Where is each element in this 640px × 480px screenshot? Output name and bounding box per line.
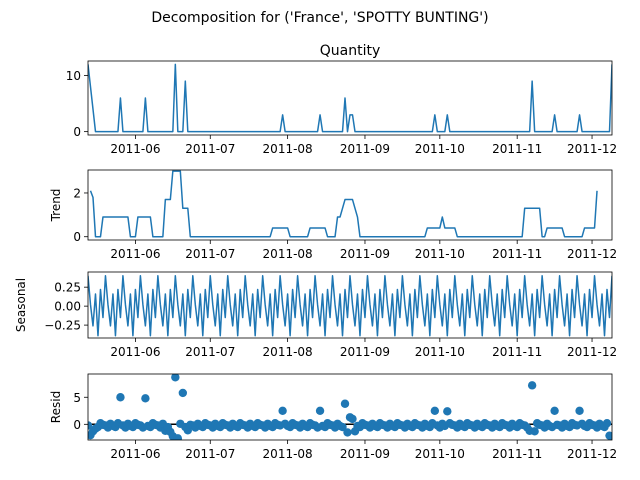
figure-title: Decomposition for ('France', 'SPOTTY BUN… bbox=[151, 10, 488, 26]
x-tick-label: 2011-09 bbox=[340, 247, 390, 261]
plot-area bbox=[89, 170, 598, 238]
resid-point bbox=[88, 421, 93, 430]
axes-frame bbox=[87, 169, 613, 241]
resid-point bbox=[116, 393, 125, 402]
y-tick-label: 0.25 bbox=[54, 281, 81, 295]
x-tick-label: 2011-08 bbox=[263, 247, 313, 261]
resid-point bbox=[278, 406, 287, 415]
resid-point bbox=[338, 422, 347, 432]
resid-point bbox=[171, 374, 180, 382]
y-tick-label: 0 bbox=[73, 125, 81, 139]
x-tick-label: 2011-10 bbox=[415, 142, 465, 156]
axes-frame bbox=[87, 60, 613, 136]
x-tick-label: 2011-07 bbox=[185, 345, 235, 359]
resid-point bbox=[340, 399, 350, 408]
x-tick-label: 2011-08 bbox=[263, 447, 313, 461]
x-tick-label: 2011-08 bbox=[263, 142, 313, 156]
resid-point bbox=[443, 407, 452, 416]
x-tick-label: 2011-07 bbox=[185, 142, 235, 156]
x-tick-label: 2011-08 bbox=[263, 345, 313, 359]
resid-point bbox=[527, 381, 537, 390]
x-tick-label: 2011-06 bbox=[110, 345, 160, 359]
x-tick-label: 2011-12 bbox=[567, 142, 617, 156]
x-tick-label: 2011-09 bbox=[340, 142, 390, 156]
panel-title: Quantity bbox=[320, 43, 381, 59]
x-tick-label: 2011-11 bbox=[492, 142, 542, 156]
y-axis-label: Trend bbox=[49, 189, 63, 223]
resid-point bbox=[575, 406, 584, 415]
resid-point bbox=[607, 433, 612, 440]
resid-point bbox=[315, 406, 325, 415]
panel-trend: Trend 0 2 2011-06 2011-07 2011-08 2011-09 2011-… bbox=[49, 169, 617, 261]
x-tick-label: 2011-11 bbox=[492, 447, 542, 461]
x-tick-label: 2011-12 bbox=[567, 247, 617, 261]
resid-point bbox=[343, 428, 352, 437]
plot-area bbox=[88, 275, 612, 337]
y-tick-label: 10 bbox=[66, 69, 81, 83]
resid-point bbox=[178, 388, 188, 398]
x-tick-label: 2011-11 bbox=[492, 247, 542, 261]
resid-point bbox=[550, 406, 559, 415]
x-tick-label: 2011-12 bbox=[567, 447, 617, 461]
y-tick-label: 0 bbox=[73, 230, 81, 244]
y-axis-label: Resid bbox=[49, 391, 63, 423]
y-tick-label: 5 bbox=[73, 391, 81, 405]
x-tick-label: 2011-12 bbox=[567, 345, 617, 359]
panel-resid: Resid 0 5 2011-06 2011-07 2011-08 2011-09 2011-… bbox=[49, 373, 617, 461]
panel-seasonal: Seasonal 0.25 0.00 −0.25 2011-06 2011-07 2011-… bbox=[14, 271, 617, 359]
panel-observed: Quantity 0 10 2011-06 2011-07 2011-08 2011-09 2… bbox=[66, 43, 617, 156]
series-line-seasonal bbox=[88, 275, 612, 337]
resid-point bbox=[530, 427, 539, 436]
resid-point bbox=[141, 394, 150, 403]
resid-point bbox=[602, 419, 612, 428]
axes-frame bbox=[87, 271, 613, 339]
x-tick-label: 2011-06 bbox=[110, 447, 160, 461]
x-tick-label: 2011-06 bbox=[110, 142, 160, 156]
plot-area bbox=[88, 374, 612, 440]
x-tick-label: 2011-10 bbox=[415, 247, 465, 261]
panels: Quantity 0 10 2011-06 2011-07 2011-08 2011-09 2… bbox=[14, 43, 617, 461]
resid-point bbox=[173, 434, 183, 440]
x-tick-label: 2011-10 bbox=[415, 447, 465, 461]
y-tick-label: 2 bbox=[73, 186, 81, 200]
x-tick-label: 2011-11 bbox=[492, 345, 542, 359]
series-line-trend bbox=[89, 170, 598, 238]
plot-area bbox=[88, 63, 612, 133]
x-tick-label: 2011-09 bbox=[340, 447, 390, 461]
y-axis-label: Seasonal bbox=[14, 278, 28, 332]
x-tick-label: 2011-09 bbox=[340, 345, 390, 359]
y-tick-label: 0 bbox=[73, 418, 81, 432]
y-tick-label: 0.00 bbox=[54, 300, 81, 314]
x-tick-label: 2011-10 bbox=[415, 345, 465, 359]
axes-frame bbox=[87, 373, 613, 441]
x-tick-label: 2011-07 bbox=[185, 447, 235, 461]
y-tick-label: −0.25 bbox=[44, 319, 81, 333]
x-tick-label: 2011-06 bbox=[110, 247, 160, 261]
resid-point bbox=[348, 414, 357, 424]
resid-point bbox=[430, 406, 440, 415]
series-line-observed bbox=[88, 63, 612, 133]
x-tick-label: 2011-07 bbox=[185, 247, 235, 261]
